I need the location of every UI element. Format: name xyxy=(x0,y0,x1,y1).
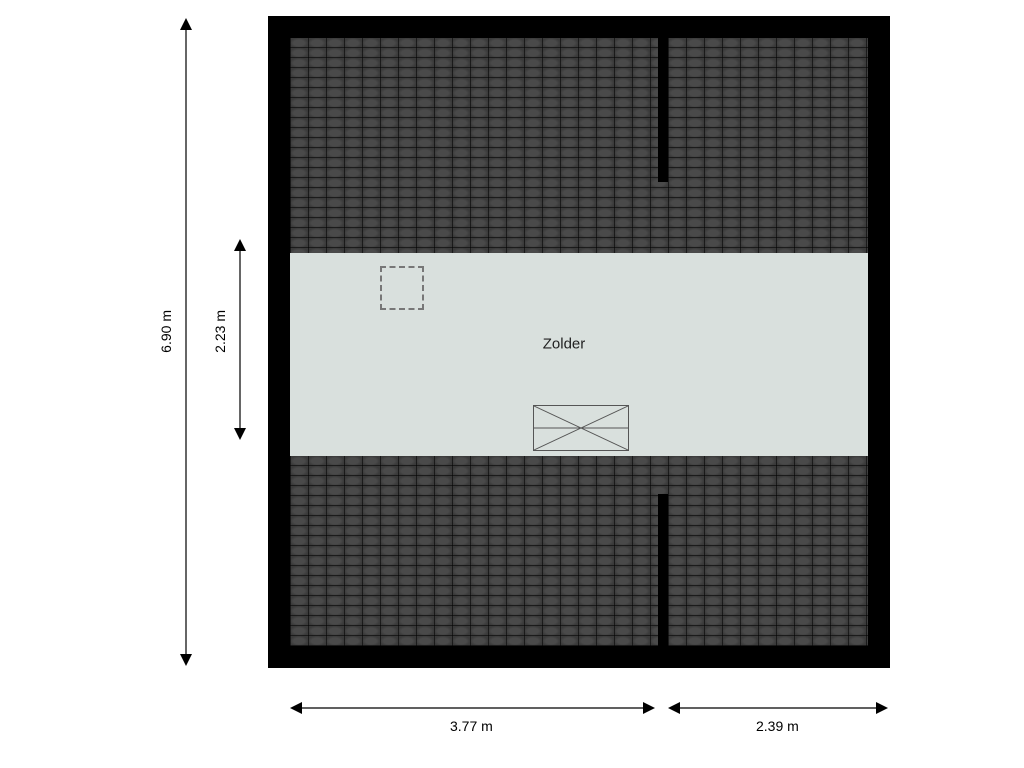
floorplan-canvas: Zolder 6.90 m 2.23 m 3.77 m xyxy=(0,0,1024,768)
dimension-width-right: 2.39 m xyxy=(0,0,1024,768)
dimension-label: 2.39 m xyxy=(756,718,799,734)
